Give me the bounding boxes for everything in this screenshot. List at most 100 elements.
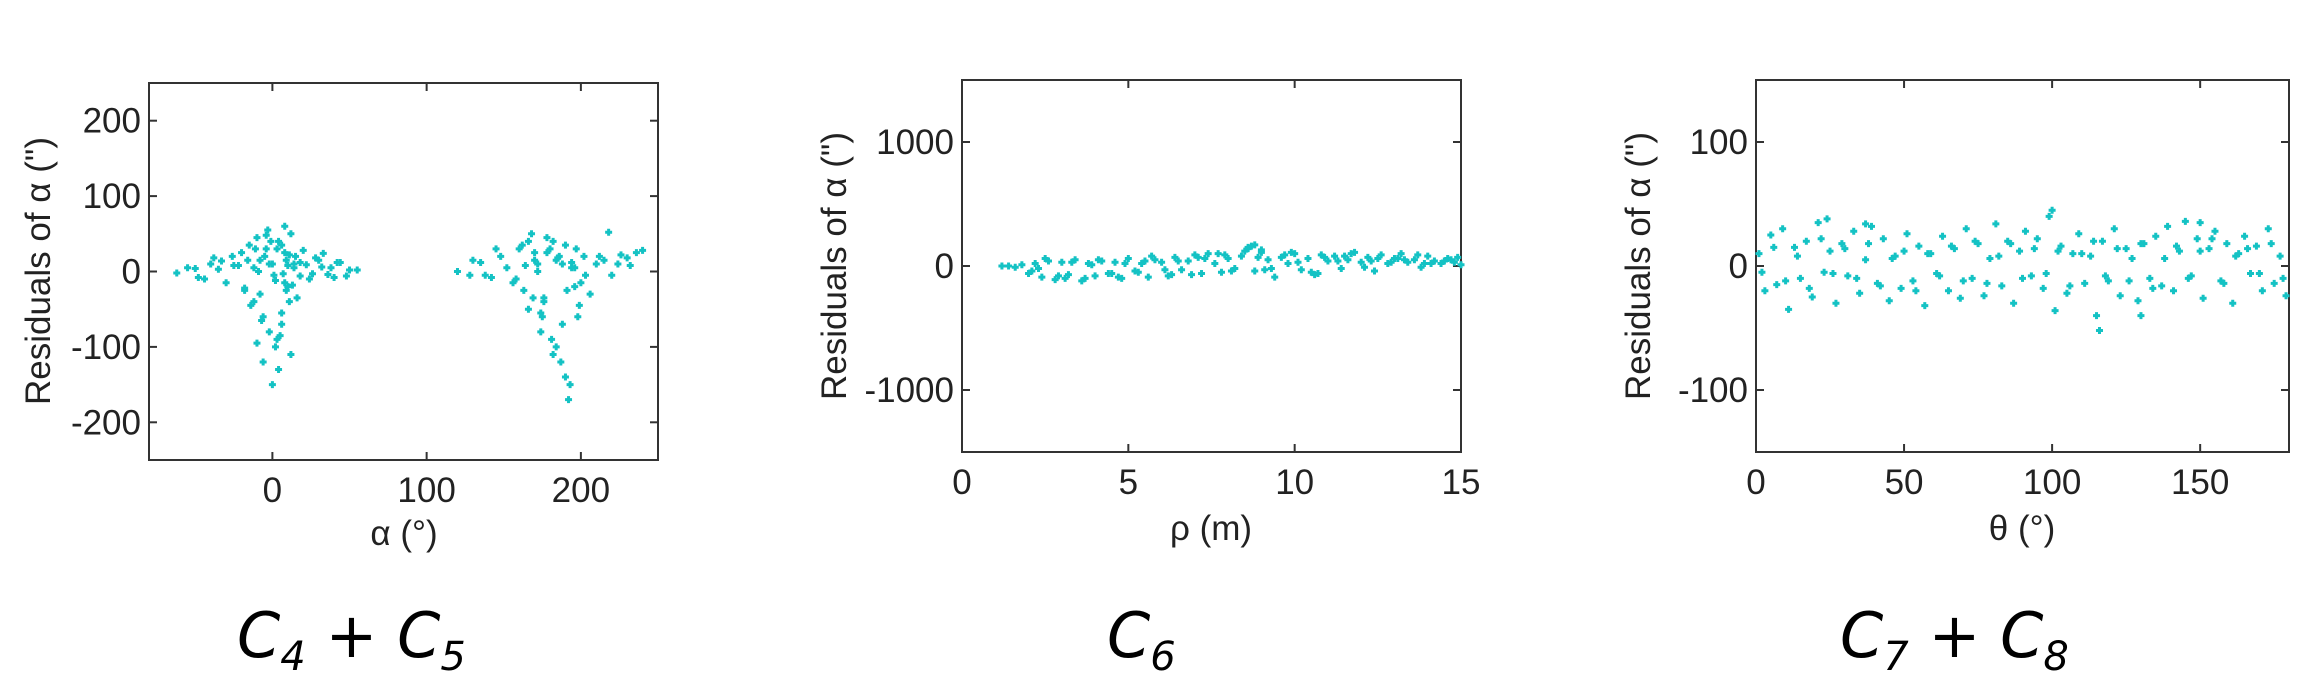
data-point [1011, 263, 1019, 271]
data-point [250, 264, 258, 272]
data-point [281, 249, 289, 257]
data-point [1876, 282, 1884, 290]
data-point [1257, 246, 1265, 254]
data-point [1188, 271, 1196, 279]
y-tick-label: 100 [83, 177, 141, 216]
x-tick-label: 0 [263, 471, 282, 510]
data-point [529, 294, 537, 302]
data-point [2051, 307, 2059, 315]
data-point [531, 249, 539, 257]
data-point [1862, 256, 1870, 264]
data-point [2161, 255, 2169, 263]
data-point [2196, 247, 2204, 255]
data-point [2137, 312, 2145, 320]
data-point [2255, 269, 2263, 277]
data-point [580, 252, 588, 260]
data-point [1796, 274, 1804, 282]
data-point [253, 234, 261, 242]
data-point [2199, 294, 2207, 302]
data-point [1091, 272, 1099, 280]
x-tick-label: 5 [1119, 463, 1138, 502]
data-point [1956, 294, 1964, 302]
data-point [543, 234, 551, 242]
data-point [1909, 277, 1917, 285]
data-point [1211, 260, 1219, 268]
data-point [1294, 258, 1302, 266]
data-point [1802, 237, 1810, 245]
data-point [2069, 250, 2077, 258]
data-point [228, 252, 236, 260]
y-ticks: 1000 0 -1000 [864, 123, 1461, 410]
x-tick-label: 100 [397, 471, 455, 510]
data-point [275, 366, 283, 374]
data-point [466, 271, 474, 279]
data-point [1844, 272, 1852, 280]
data-point [534, 268, 542, 275]
data-point [281, 222, 289, 230]
data-point [1962, 225, 1970, 233]
plot-frame [148, 82, 659, 461]
data-point [1447, 256, 1455, 264]
data-point [2075, 230, 2083, 238]
data-point [2042, 269, 2050, 277]
data-point [518, 241, 526, 249]
data-point [2170, 287, 2178, 295]
y-tick-label: -200 [71, 403, 141, 442]
data-point [528, 230, 536, 238]
data-point [549, 237, 557, 245]
data-point [1841, 245, 1849, 253]
data-point [1174, 257, 1182, 265]
chart-panel-alpha: 0 100 200 200 100 0 -100 -200 α (°) Residuals … [19, 82, 659, 680]
caption-middle: + C [306, 599, 441, 672]
data-point [2149, 284, 2157, 292]
y-ticks: 200 100 0 -100 -200 [71, 102, 658, 442]
data-point [2172, 242, 2180, 250]
caption-subscript-1: 4 [280, 634, 305, 680]
data-point [247, 301, 255, 309]
caption-main: C [237, 599, 281, 672]
data-point [1998, 282, 2006, 290]
data-point [1267, 264, 1275, 272]
data-point [273, 335, 281, 343]
data-point [608, 271, 616, 279]
data-point [2081, 279, 2089, 287]
data-point [998, 262, 1006, 270]
data-point [2164, 222, 2172, 230]
data-point [1331, 252, 1339, 260]
data-point [1829, 269, 1837, 277]
data-point [1808, 293, 1816, 301]
data-point [285, 298, 293, 306]
data-point [2113, 245, 2121, 253]
data-point [632, 249, 640, 257]
data-point [1755, 250, 1763, 258]
data-point [1251, 267, 1259, 275]
data-point [1454, 253, 1462, 261]
y-axis-label: Residuals of α (") [19, 137, 58, 405]
data-point [2095, 326, 2103, 334]
data-point [1897, 284, 1905, 292]
data-point [487, 274, 495, 282]
data-point [592, 260, 600, 268]
x-tick-label: 100 [2023, 463, 2081, 502]
data-point [270, 271, 278, 279]
data-point [319, 249, 327, 257]
data-point [327, 264, 335, 272]
plot-frame [1755, 79, 2290, 453]
data-point [2033, 235, 2041, 243]
data-point [1971, 237, 1979, 245]
data-point [282, 286, 290, 294]
data-point [282, 256, 290, 264]
data-point [191, 264, 199, 272]
data-point [2158, 282, 2166, 290]
data-point [2027, 272, 2035, 280]
y-axis-label: Residuals of α (") [1619, 132, 1658, 400]
data-point [2270, 279, 2278, 287]
data-point [558, 260, 566, 268]
data-point [245, 241, 253, 249]
x-axis-label: α (°) [370, 514, 437, 553]
data-point [2090, 237, 2098, 245]
data-point [595, 252, 603, 260]
data-point [565, 396, 573, 404]
data-point [1158, 258, 1166, 266]
